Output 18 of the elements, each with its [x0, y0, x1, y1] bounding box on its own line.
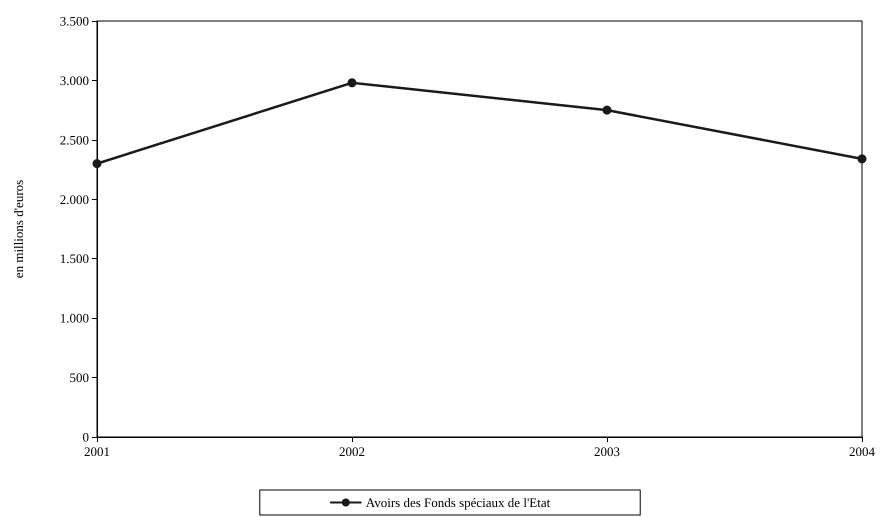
- y-tick-label: 1.000: [60, 310, 89, 326]
- x-tick-label: 2004: [849, 444, 876, 459]
- y-axis-title: en millions d'euros: [11, 180, 26, 278]
- point: [348, 78, 356, 88]
- point: [858, 154, 866, 164]
- legend-label: Avoirs des Fonds spéciaux de l'Etat: [366, 495, 551, 510]
- y-tick-label: 2.000: [60, 192, 89, 207]
- point: [602, 106, 612, 115]
- point: [92, 159, 102, 168]
- y-tick-label: 3.500: [60, 14, 89, 28]
- x-tick-label: 2003: [594, 444, 620, 459]
- y-tick-label: 2.500: [60, 132, 89, 148]
- y-tick-label: 3.000: [60, 72, 89, 88]
- y-tick-label: 1.500: [60, 251, 89, 266]
- x-tick-label: 2002: [339, 444, 365, 459]
- y-tick-label: 500: [70, 370, 89, 386]
- y-tick-label: 0: [82, 430, 89, 444]
- x-tick-label: 2001: [84, 444, 110, 459]
